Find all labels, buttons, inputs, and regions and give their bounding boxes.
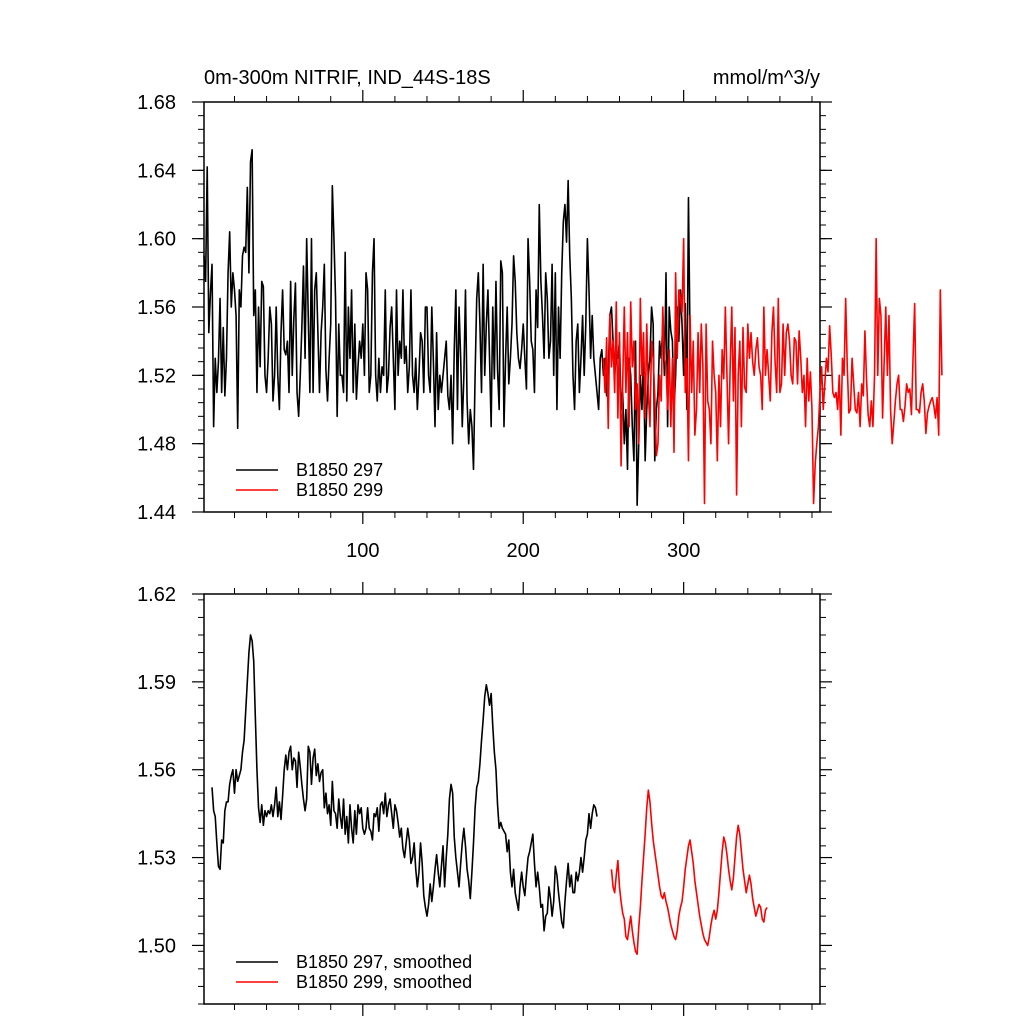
y-tick-label: 1.64 bbox=[137, 160, 176, 182]
plot-frame bbox=[203, 593, 821, 1005]
y-tick-label: 1.50 bbox=[137, 935, 176, 957]
y-tick-label: 1.44 bbox=[137, 502, 176, 524]
axis-ticks bbox=[192, 90, 832, 524]
y-tick-label: 1.62 bbox=[137, 584, 176, 606]
y-tick-label: 1.53 bbox=[137, 848, 176, 870]
x-tick-label: 100 bbox=[346, 540, 379, 562]
x-tick-labels: 100 200 300 bbox=[346, 540, 700, 562]
y-tick-label: 1.52 bbox=[137, 365, 176, 387]
y-tick-label: 1.68 bbox=[137, 92, 176, 114]
units-label: mmol/m^3/y bbox=[713, 67, 820, 89]
bottom-panel: 1.50 1.53 1.56 1.59 1.62 B1850 297, smoothed… bbox=[137, 582, 832, 1016]
y-tick-labels: 1.50 1.53 1.56 1.59 1.62 bbox=[137, 584, 176, 957]
y-tick-label: 1.48 bbox=[137, 434, 176, 456]
y-tick-label: 1.56 bbox=[137, 760, 176, 782]
x-tick-label: 300 bbox=[667, 540, 700, 562]
series-line-1 bbox=[211, 634, 598, 932]
axis-ticks bbox=[192, 582, 832, 1016]
series-line-2 bbox=[610, 789, 768, 956]
y-tick-label: 1.60 bbox=[137, 229, 176, 251]
y-tick-label: 1.59 bbox=[137, 672, 176, 694]
x-tick-label: 200 bbox=[507, 540, 540, 562]
series-layer bbox=[203, 149, 943, 506]
legend-label: B1850 297 bbox=[296, 460, 383, 480]
series-line-2 bbox=[602, 237, 943, 505]
top-panel: 0m-300m NITRIF, IND_44S-18S mmol/m^3/y 1… bbox=[137, 67, 943, 562]
series-layer bbox=[211, 634, 768, 956]
legend-label: B1850 297, smoothed bbox=[296, 952, 472, 972]
legend-label: B1850 299 bbox=[296, 480, 383, 500]
legend-label: B1850 299, smoothed bbox=[296, 972, 472, 992]
chart-title: 0m-300m NITRIF, IND_44S-18S bbox=[204, 67, 491, 89]
y-tick-label: 1.56 bbox=[137, 297, 176, 319]
y-tick-labels: 1.44 1.48 1.52 1.56 1.60 1.64 1.68 bbox=[137, 92, 176, 524]
